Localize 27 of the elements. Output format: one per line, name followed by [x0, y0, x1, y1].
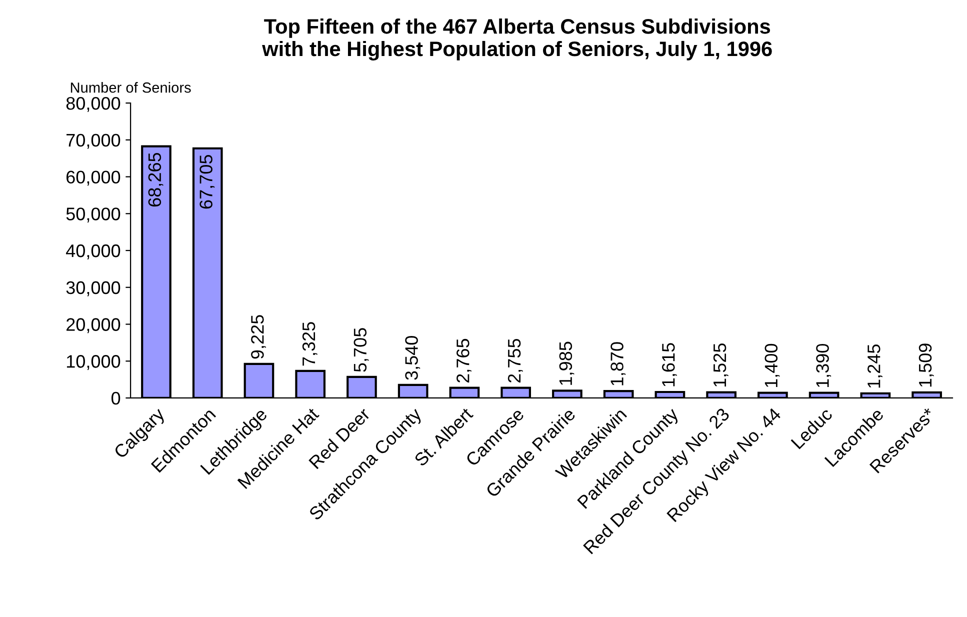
data-label: 5,705 [354, 328, 369, 372]
data-label: 67,705 [200, 155, 215, 209]
data-label: 1,615 [662, 343, 677, 386]
y-tick-label: 80,000 [66, 96, 120, 112]
y-tick-label: 10,000 [66, 355, 120, 370]
data-label: 1,985 [559, 342, 574, 385]
y-tick-label: 70,000 [66, 134, 120, 149]
data-label: 2,765 [456, 338, 472, 382]
y-tick-label: 0 [111, 392, 120, 405]
y-axis-title: Number of Seniors [70, 82, 191, 93]
y-tick-label: 40,000 [66, 244, 120, 260]
data-label: 9,225 [251, 315, 266, 359]
data-label: 1,509 [918, 344, 934, 387]
data-label: 3,540 [405, 336, 420, 380]
data-label: 1,400 [764, 344, 780, 388]
y-tick-label: 20,000 [66, 318, 120, 334]
data-label: 2,755 [508, 338, 523, 382]
data-label: 68,265 [148, 152, 164, 206]
data-label: 7,325 [302, 322, 318, 366]
y-tick-label: 30,000 [66, 281, 120, 296]
data-label: 1,870 [610, 342, 626, 386]
chart-title: Top Fifteen of the 467 Alberta Census Subdivisions with the Highest Population of Seniors, July 1, 1996 [262, 18, 772, 60]
y-tick-label: 60,000 [66, 170, 120, 186]
data-label: 1,390 [816, 344, 832, 388]
y-tick-label: 50,000 [66, 208, 120, 222]
data-label: 1,525 [713, 343, 728, 387]
data-label: 1,245 [868, 344, 882, 388]
